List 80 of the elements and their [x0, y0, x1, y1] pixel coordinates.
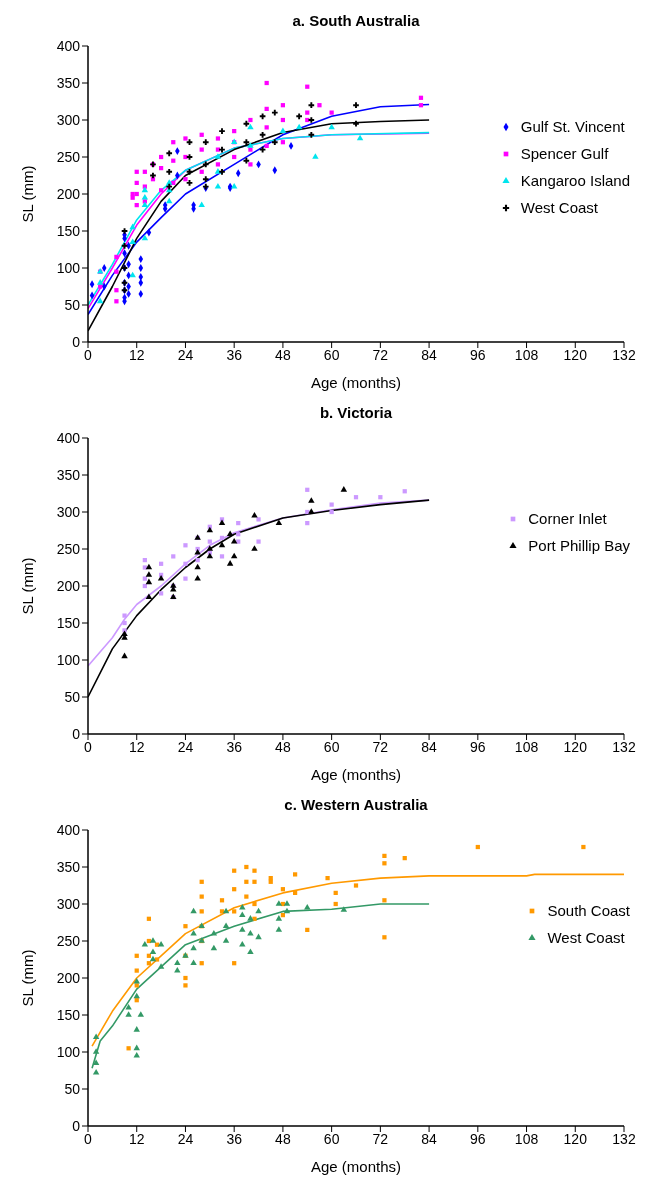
- x-tick-label: 60: [323, 1130, 340, 1147]
- y-tick-label: 200: [56, 185, 81, 202]
- x-tick-label: 36: [226, 738, 243, 755]
- legend-label: West Coast: [547, 929, 625, 946]
- y-tick-label: 0: [72, 725, 81, 742]
- x-tick-label: 120: [563, 1130, 588, 1147]
- legend-label: South Coast: [547, 902, 630, 919]
- y-tick-label: 350: [56, 74, 81, 91]
- chart-title: a. South Australia: [291, 11, 421, 31]
- x-tick-label: 24: [177, 346, 194, 363]
- y-tick-label: 400: [56, 429, 81, 446]
- x-tick-label: 60: [323, 738, 340, 755]
- x-tick-label: 12: [128, 1130, 145, 1147]
- x-tick-label: 108: [514, 346, 539, 363]
- y-tick-label: 150: [56, 614, 81, 631]
- x-tick-label: 0: [84, 738, 93, 755]
- y-tick-label: 0: [72, 333, 81, 350]
- y-axis-title: SL (mm): [19, 557, 37, 615]
- y-tick-label: 100: [56, 259, 81, 276]
- x-tick-label: 36: [226, 346, 243, 363]
- x-tick-label: 96: [470, 738, 486, 755]
- y-tick-label: 50: [64, 296, 81, 313]
- legend-label: West Coast: [520, 199, 598, 216]
- x-axis-title: Age (months): [310, 766, 402, 783]
- y-tick-label: 400: [56, 37, 81, 54]
- x-tick-label: 36: [226, 1130, 243, 1147]
- y-tick-label: 350: [56, 858, 81, 875]
- y-tick-label: 250: [56, 932, 81, 949]
- y-tick-label: 50: [64, 688, 81, 705]
- y-tick-label: 350: [56, 466, 81, 483]
- x-tick-label: 96: [470, 1130, 486, 1147]
- x-tick-label: 120: [563, 346, 588, 363]
- y-tick-label: 50: [64, 1080, 81, 1097]
- x-tick-label: 72: [372, 1130, 389, 1147]
- x-tick-label: 24: [177, 1130, 194, 1147]
- legend-label: Kangaroo Island: [520, 172, 630, 189]
- x-axis-title: Age (months): [310, 374, 402, 391]
- x-tick-label: 96: [470, 346, 486, 363]
- x-tick-label: 84: [421, 738, 438, 755]
- x-tick-label: 48: [275, 738, 291, 755]
- y-tick-label: 400: [56, 821, 81, 838]
- legend-label: Spencer Gulf: [520, 145, 609, 162]
- y-axis-title: SL (mm): [19, 949, 37, 1007]
- x-tick-label: 120: [563, 738, 588, 755]
- y-tick-label: 150: [56, 222, 81, 239]
- x-tick-label: 84: [421, 1130, 438, 1147]
- y-axis-title: SL (mm): [19, 165, 37, 223]
- x-tick-label: 0: [84, 346, 93, 363]
- x-tick-label: 84: [421, 346, 438, 363]
- legend-label: Gulf St. Vincent: [520, 118, 625, 135]
- chart-title: c. Western Australia: [283, 795, 429, 815]
- x-axis-title: Age (months): [310, 1158, 402, 1175]
- y-tick-label: 0: [72, 1117, 81, 1134]
- y-tick-label: 300: [56, 111, 81, 128]
- x-tick-label: 132: [612, 1130, 636, 1147]
- x-tick-label: 72: [372, 346, 389, 363]
- y-tick-label: 300: [56, 503, 81, 520]
- y-tick-label: 250: [56, 540, 81, 557]
- x-tick-label: 132: [612, 346, 636, 363]
- x-tick-label: 12: [128, 346, 145, 363]
- x-tick-label: 48: [275, 346, 291, 363]
- legend-label: Port Phillip Bay: [528, 537, 630, 554]
- y-tick-label: 200: [56, 969, 81, 986]
- y-tick-label: 100: [56, 1043, 81, 1060]
- y-tick-label: 150: [56, 1006, 81, 1023]
- x-tick-label: 24: [177, 738, 194, 755]
- y-tick-label: 100: [56, 651, 81, 668]
- x-tick-label: 48: [275, 1130, 291, 1147]
- x-tick-label: 0: [84, 1130, 93, 1147]
- x-tick-label: 72: [372, 738, 389, 755]
- y-tick-label: 250: [56, 148, 81, 165]
- x-tick-label: 108: [514, 738, 539, 755]
- y-tick-label: 300: [56, 895, 81, 912]
- y-tick-label: 200: [56, 577, 81, 594]
- x-tick-label: 132: [612, 738, 636, 755]
- chart-title: b. Victoria: [318, 403, 394, 423]
- x-tick-label: 108: [514, 1130, 539, 1147]
- x-tick-label: 60: [323, 346, 340, 363]
- x-tick-label: 12: [128, 738, 145, 755]
- legend-label: Corner Inlet: [528, 510, 607, 527]
